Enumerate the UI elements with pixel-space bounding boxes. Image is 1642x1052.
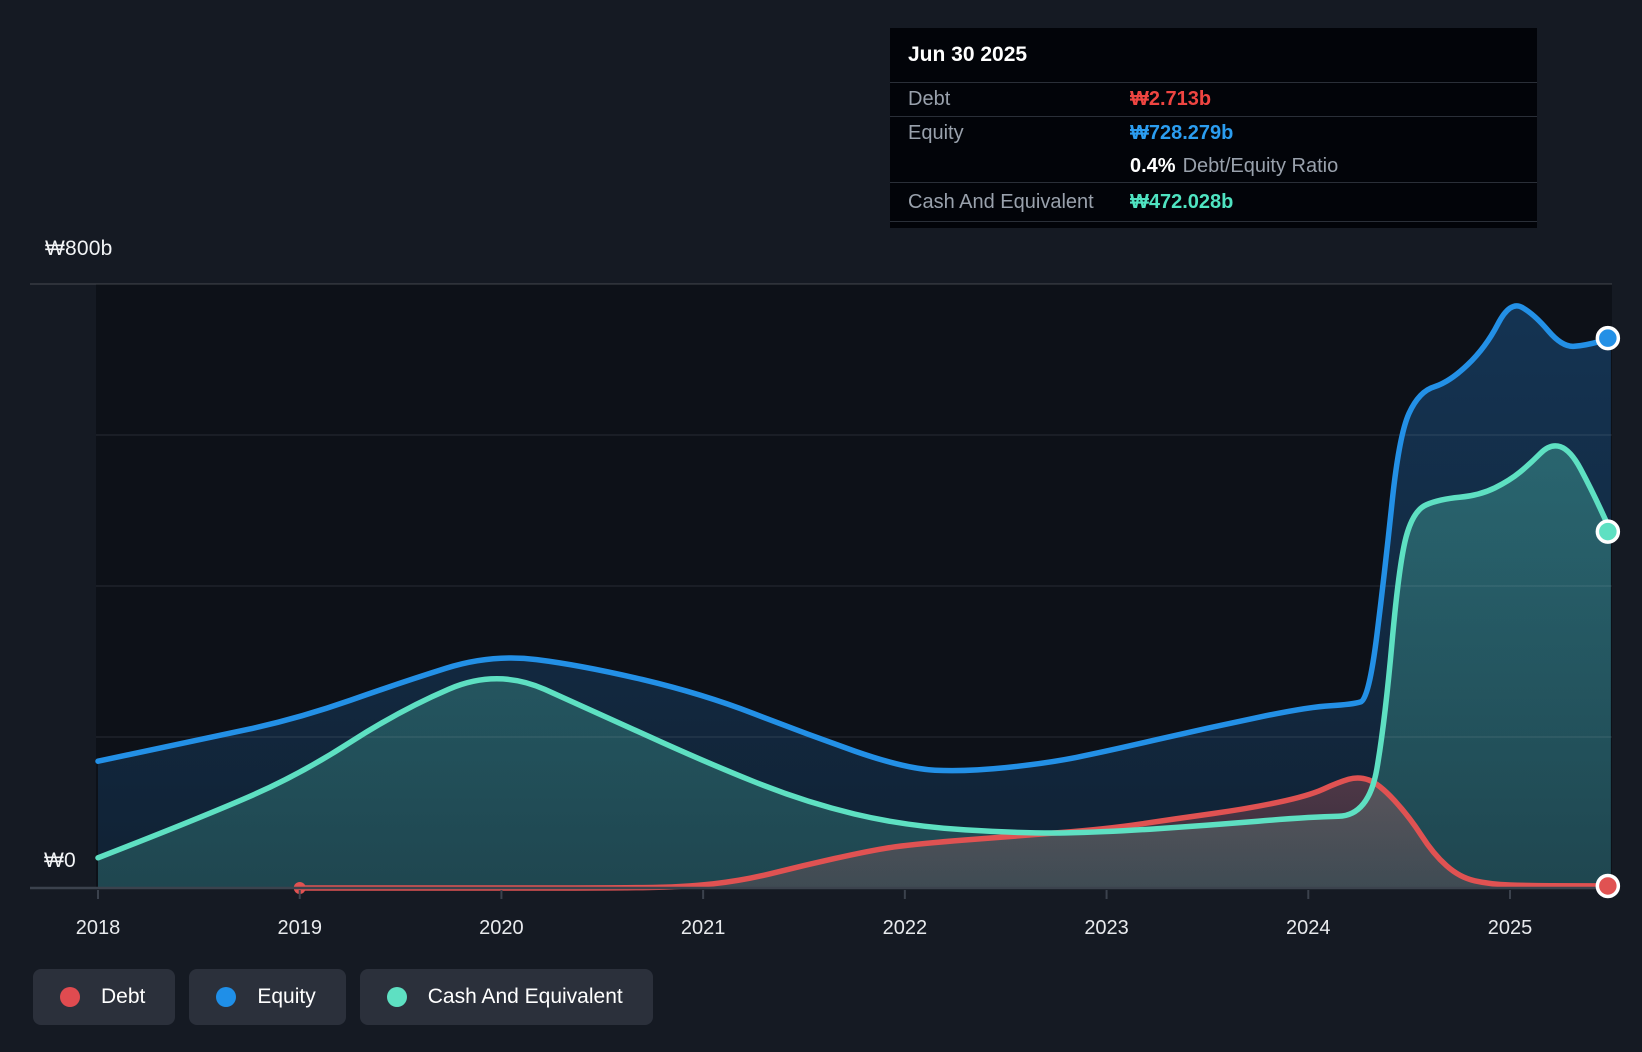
debt-equity-history-chart[interactable] bbox=[0, 0, 1642, 912]
legend-label: Equity bbox=[257, 985, 316, 1008]
x-axis-label-2022: 2022 bbox=[882, 917, 928, 939]
legend-label: Debt bbox=[101, 985, 146, 1008]
tooltip-ratio-label: Debt/Equity Ratio bbox=[1182, 154, 1339, 177]
cash-and-equivalent-area bbox=[98, 445, 1611, 888]
legend-item-cash-and-equivalent[interactable]: Cash And Equivalent bbox=[359, 969, 653, 1025]
legend-item-debt[interactable]: Debt bbox=[33, 969, 176, 1025]
tooltip-divider bbox=[890, 82, 1537, 83]
x-axis-label-2021: 2021 bbox=[680, 917, 726, 939]
tooltip-cash-value: ₩472.028b bbox=[1130, 190, 1234, 213]
equity-end-marker[interactable] bbox=[1595, 325, 1621, 351]
legend-label: Cash And Equivalent bbox=[427, 985, 623, 1008]
x-axis-label-2024: 2024 bbox=[1286, 917, 1331, 939]
legend-dot-equity bbox=[216, 987, 237, 1007]
tooltip-divider bbox=[890, 182, 1537, 183]
cash-and-equivalent-end-marker[interactable] bbox=[1595, 519, 1621, 544]
debt-end-marker[interactable] bbox=[1595, 873, 1621, 899]
legend-dot-debt bbox=[60, 987, 80, 1007]
x-axis-label-2019: 2019 bbox=[277, 917, 322, 939]
tooltip-date: Jun 30 2025 bbox=[908, 43, 1028, 66]
x-axis-label-2025: 2025 bbox=[1487, 917, 1533, 939]
tooltip-equity-label: Equity bbox=[908, 122, 964, 144]
tooltip-divider bbox=[890, 221, 1537, 222]
x-axis-label-2018: 2018 bbox=[75, 917, 121, 939]
tooltip-debt-label: Debt bbox=[908, 88, 951, 110]
x-axis-label-2023: 2023 bbox=[1084, 917, 1129, 939]
legend-item-equity[interactable]: Equity bbox=[189, 969, 346, 1025]
tooltip-equity-value: ₩728.279b bbox=[1130, 122, 1234, 144]
tooltip-divider bbox=[890, 116, 1537, 117]
y-axis-label-0: ₩0 bbox=[44, 849, 76, 872]
tooltip-debt-value: ₩2.713b bbox=[1130, 88, 1212, 110]
chart-tooltip: Jun 30 2025 Debt ₩2.713b Equity ₩728.279… bbox=[890, 28, 1537, 228]
legend-dot-cash-and-equivalent bbox=[386, 987, 407, 1007]
debt-area bbox=[299, 777, 1611, 888]
cash-and-equivalent-line bbox=[95, 443, 1614, 861]
equity-line bbox=[95, 303, 1614, 774]
y-axis-label-800b: ₩800b bbox=[45, 237, 113, 260]
tooltip-ratio-value: 0.4% bbox=[1130, 154, 1176, 177]
tooltip-cash-label: Cash And Equivalent bbox=[908, 190, 1094, 213]
chart-legend: Debt Equity Cash And Equivalent bbox=[33, 969, 653, 1025]
x-axis-label-2020: 2020 bbox=[479, 917, 524, 939]
